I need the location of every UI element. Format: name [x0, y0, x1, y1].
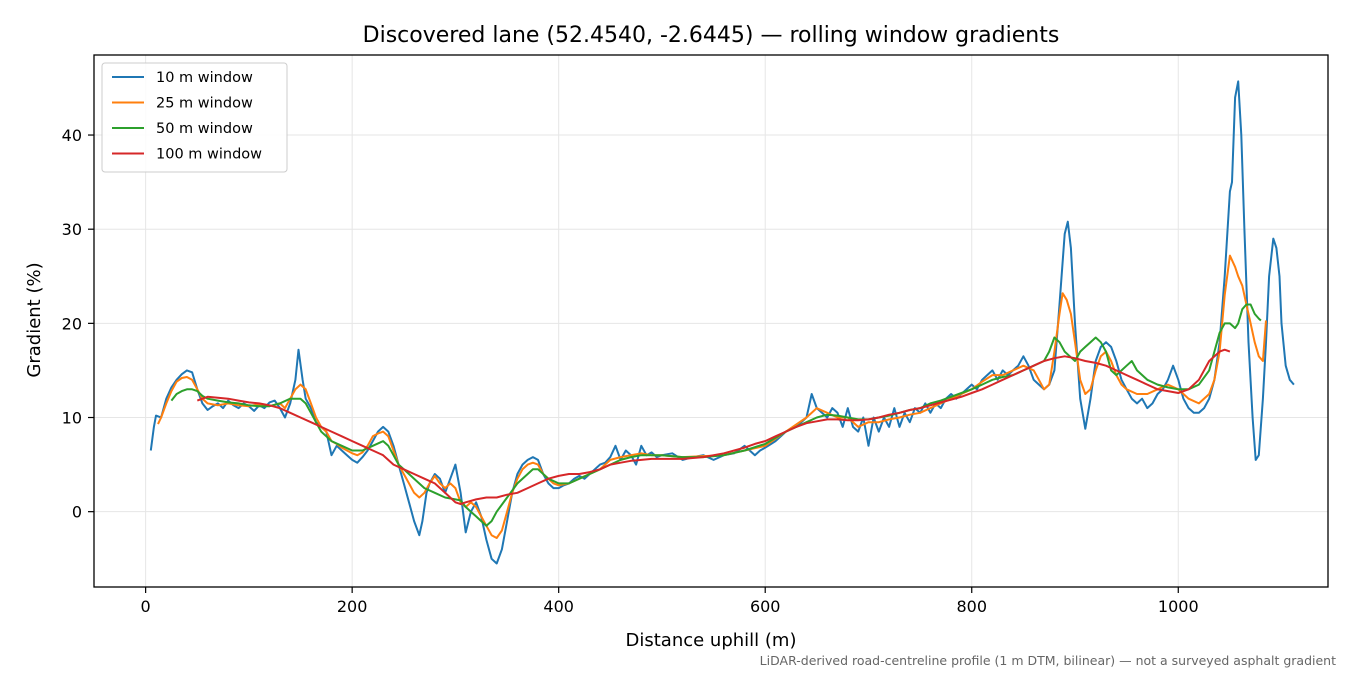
plot-frame [93, 54, 1329, 588]
legend-box [101, 62, 288, 173]
x-axis-label: Distance uphill (m) [626, 630, 797, 651]
series-line-4 [196, 348, 1231, 506]
grid-lines [94, 55, 1328, 587]
x-tick-label: 1000 [1158, 597, 1199, 616]
legend-label: 100 m window [156, 147, 262, 163]
series-line-3 [170, 303, 1262, 527]
y-tick-label: 40 [62, 126, 82, 145]
y-axis-label: Gradient (%) [24, 262, 45, 377]
y-tick-label: 20 [62, 314, 82, 333]
x-tick-label: 600 [750, 597, 781, 616]
legend-label: 25 m window [156, 96, 253, 112]
y-tick-label: 0 [72, 503, 82, 522]
series-line-1 [149, 80, 1295, 565]
legend: 10 m window 25 m window 50 m window 100 m w… [101, 62, 288, 173]
x-tick-label: 800 [956, 597, 987, 616]
x-tick-label: 400 [543, 597, 574, 616]
y-tick-label: 30 [62, 220, 82, 239]
series-line-2 [157, 254, 1267, 539]
legend-label: 10 m window [156, 70, 253, 86]
legend-label: 50 m window [156, 121, 253, 137]
axes: 0 200 400 600 800 1000 0 10 20 30 40 [62, 54, 1329, 616]
y-tick-label: 10 [62, 409, 82, 428]
plot-area [149, 80, 1295, 565]
x-tick-label: 0 [141, 597, 151, 616]
footnote: LiDAR-derived road-centreline profile (1… [760, 653, 1336, 668]
x-tick-label: 200 [337, 597, 368, 616]
chart-title: Discovered lane (52.4540, -2.6445) — rol… [363, 23, 1060, 48]
